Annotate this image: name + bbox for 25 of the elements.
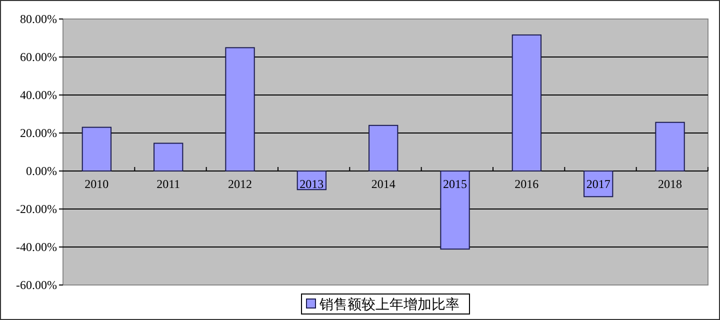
x-tick-label: 2012 xyxy=(228,177,252,191)
x-tick-label: 2017 xyxy=(586,177,610,191)
y-tick-label: 20.00% xyxy=(20,126,57,140)
x-tick-label: 2014 xyxy=(371,177,396,191)
x-tick-label: 2018 xyxy=(658,177,682,191)
x-tick-label: 2016 xyxy=(514,177,539,191)
bar xyxy=(225,47,255,172)
x-tick-label: 2015 xyxy=(443,177,468,191)
y-tick-label: 80.00% xyxy=(20,12,57,26)
bar xyxy=(512,34,542,172)
y-tick-label: 0.00% xyxy=(26,164,57,178)
bar xyxy=(154,142,184,172)
y-tick-label: 60.00% xyxy=(20,50,57,64)
bar xyxy=(440,170,470,250)
bar xyxy=(82,126,112,172)
legend-label: 销售额较上年增加比率 xyxy=(318,297,460,313)
bar xyxy=(655,122,685,172)
y-tick-label: -20.00% xyxy=(16,202,57,216)
bar xyxy=(368,124,398,172)
x-tick-label: 2013 xyxy=(300,177,324,191)
y-tick-label: -60.00% xyxy=(16,278,57,292)
y-tick-label: -40.00% xyxy=(16,240,57,254)
x-tick-label: 2011 xyxy=(156,177,180,191)
x-tick-label: 2010 xyxy=(84,177,109,191)
y-tick-label: 40.00% xyxy=(20,88,57,102)
